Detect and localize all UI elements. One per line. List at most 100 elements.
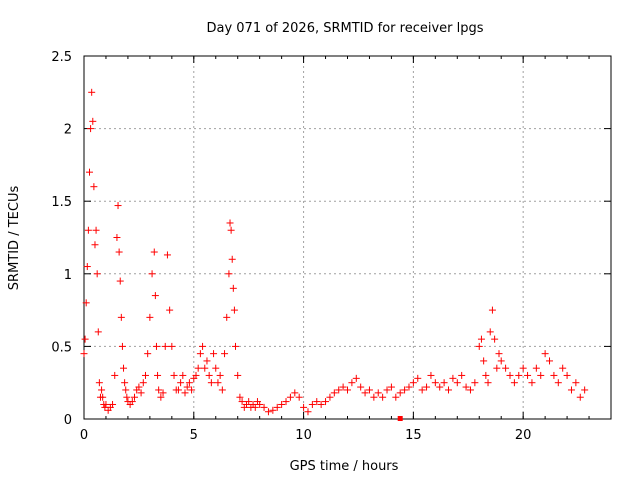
data-point bbox=[282, 398, 290, 406]
y-tick-label: 0 bbox=[64, 413, 72, 428]
y-tick-label: 1.5 bbox=[51, 195, 72, 210]
outlier-point bbox=[397, 416, 403, 421]
data-point bbox=[223, 313, 231, 321]
data-point bbox=[120, 364, 128, 372]
data-point bbox=[554, 379, 562, 387]
data-point bbox=[166, 306, 174, 314]
data-point bbox=[210, 350, 218, 358]
data-point bbox=[83, 263, 91, 271]
data-point bbox=[102, 400, 110, 408]
data-point bbox=[563, 371, 571, 379]
data-point bbox=[87, 125, 95, 133]
data-point bbox=[440, 379, 448, 387]
data-point bbox=[330, 389, 338, 397]
data-point bbox=[317, 400, 325, 408]
data-point bbox=[161, 342, 169, 350]
data-point bbox=[480, 357, 488, 365]
data-point bbox=[462, 383, 470, 391]
data-point bbox=[304, 408, 312, 416]
data-point bbox=[409, 379, 417, 387]
data-point bbox=[482, 371, 490, 379]
data-point bbox=[88, 88, 96, 96]
data-point bbox=[576, 393, 584, 401]
data-point bbox=[383, 386, 391, 394]
x-tick-label: 5 bbox=[190, 428, 198, 443]
data-point bbox=[131, 393, 139, 401]
data-point bbox=[486, 328, 494, 336]
data-point bbox=[81, 335, 89, 343]
data-point bbox=[256, 400, 264, 408]
data-point bbox=[192, 371, 200, 379]
data-point bbox=[497, 357, 505, 365]
data-point bbox=[94, 328, 102, 336]
data-point bbox=[95, 379, 103, 387]
data-point bbox=[264, 408, 272, 416]
data-point bbox=[559, 364, 567, 372]
data-point bbox=[148, 270, 156, 278]
data-point bbox=[344, 386, 351, 394]
data-point bbox=[93, 270, 101, 278]
y-tick-label: 0.5 bbox=[51, 340, 72, 355]
y-tick-label: 2 bbox=[64, 123, 72, 138]
data-point bbox=[260, 403, 268, 411]
data-point bbox=[357, 383, 365, 391]
data-point bbox=[92, 226, 100, 234]
data-point bbox=[135, 383, 143, 391]
data-point bbox=[300, 403, 308, 411]
y-axis-label: SRMTID / TECUs bbox=[7, 186, 22, 291]
data-point bbox=[273, 403, 281, 411]
data-point bbox=[313, 398, 321, 406]
data-point bbox=[405, 383, 413, 391]
y-tick-label: 2.5 bbox=[51, 50, 72, 65]
data-point bbox=[183, 383, 191, 391]
data-point bbox=[238, 398, 246, 406]
data-point bbox=[431, 379, 439, 387]
data-point bbox=[361, 389, 369, 397]
data-point bbox=[151, 292, 159, 300]
data-point bbox=[445, 386, 453, 394]
data-point bbox=[453, 379, 461, 387]
data-point bbox=[91, 241, 99, 249]
chart-title: Day 071 of 2026, SRMTID for receiver lpg… bbox=[206, 21, 483, 36]
data-point bbox=[146, 313, 154, 321]
data-point bbox=[139, 379, 147, 387]
x-tick-label: 15 bbox=[405, 428, 422, 443]
data-point bbox=[207, 379, 215, 387]
data-point bbox=[159, 389, 167, 397]
data-point bbox=[567, 386, 575, 394]
x-tick-label: 0 bbox=[80, 428, 88, 443]
data-point bbox=[572, 379, 580, 387]
data-point bbox=[82, 299, 90, 307]
data-point bbox=[427, 371, 435, 379]
x-axis-label: GPS time / hours bbox=[290, 459, 399, 474]
data-point bbox=[387, 383, 395, 391]
data-point bbox=[519, 364, 527, 372]
data-point bbox=[396, 389, 404, 397]
data-point bbox=[379, 393, 387, 401]
data-point bbox=[229, 284, 237, 292]
data-point bbox=[123, 393, 131, 401]
plot-area bbox=[83, 55, 612, 420]
data-point bbox=[245, 398, 253, 406]
data-point bbox=[114, 202, 122, 210]
data-point bbox=[493, 364, 501, 372]
data-point bbox=[196, 350, 204, 358]
data-point bbox=[370, 393, 378, 401]
data-point bbox=[541, 350, 549, 358]
data-point bbox=[205, 371, 213, 379]
data-point bbox=[90, 183, 98, 191]
data-point bbox=[423, 383, 431, 391]
data-point bbox=[546, 357, 554, 365]
data-point bbox=[269, 406, 277, 414]
data-point bbox=[128, 398, 136, 406]
data-point bbox=[348, 379, 356, 387]
data-point bbox=[374, 389, 382, 397]
data-point bbox=[113, 234, 121, 241]
data-point bbox=[179, 371, 187, 379]
data-point bbox=[188, 386, 196, 394]
data-point bbox=[234, 371, 242, 379]
data-point bbox=[84, 226, 92, 234]
data-point bbox=[99, 393, 107, 401]
data-point bbox=[286, 393, 294, 401]
